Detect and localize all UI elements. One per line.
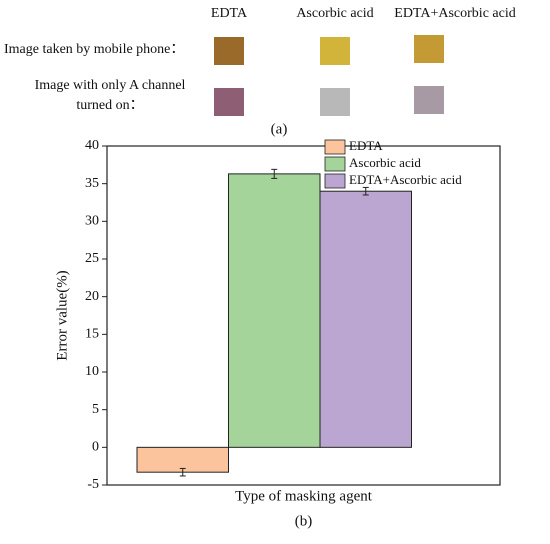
column-header: Ascorbic acid: [296, 6, 373, 21]
plot-frame: [106, 145, 501, 486]
x-axis-label: Type of masking agent: [235, 488, 373, 504]
y-tick-label: 0: [92, 440, 99, 455]
caption: (b): [295, 513, 313, 529]
legend-swatch: [324, 139, 346, 155]
row-label: turned on：: [76, 98, 143, 113]
legend-swatch: [324, 173, 346, 189]
swatch: [214, 88, 244, 116]
column-header: EDTA: [211, 6, 248, 21]
y-tick-label: 15: [85, 327, 99, 342]
row-label: Image with only A channel: [35, 78, 186, 93]
y-tick-label: 25: [85, 251, 99, 266]
swatch: [320, 88, 350, 116]
row-label: Image taken by mobile phone：: [4, 42, 184, 57]
legend-swatch: [324, 156, 346, 172]
legend-label: EDTA+Ascorbic acid: [349, 172, 462, 187]
y-tick-label: 30: [85, 214, 99, 229]
swatch: [214, 37, 244, 65]
swatch: [414, 86, 444, 114]
y-tick-label: 5: [92, 402, 99, 417]
error-bar: [271, 168, 278, 179]
caption: (a): [271, 121, 288, 137]
y-axis-label: Error value(%): [54, 270, 70, 360]
y-tick-label: 10: [85, 364, 99, 379]
swatches: [214, 35, 444, 116]
y-tick-label: 35: [85, 176, 99, 191]
error-bar: [179, 467, 186, 477]
y-tick-label: 40: [85, 138, 99, 153]
bar: [228, 173, 321, 448]
error-bar: [362, 186, 369, 196]
legend-label: Ascorbic acid: [349, 155, 421, 170]
swatch: [414, 35, 444, 63]
legend-label: EDTA: [349, 138, 383, 153]
y-tick-label: -5: [87, 477, 99, 492]
y-tick-label: 20: [85, 289, 99, 304]
column-header: EDTA+Ascorbic acid: [394, 6, 515, 21]
swatch: [320, 37, 350, 65]
bar: [319, 190, 412, 448]
